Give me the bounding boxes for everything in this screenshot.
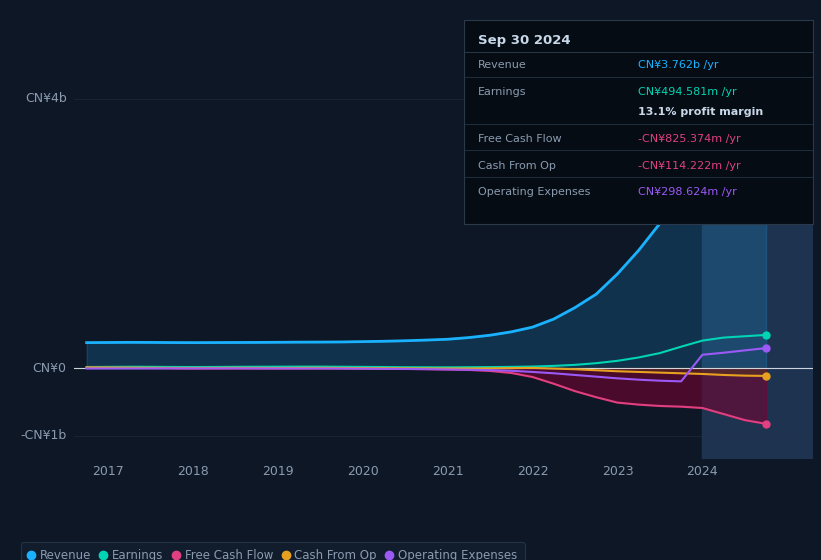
Text: -CN¥825.374m /yr: -CN¥825.374m /yr [639,134,741,144]
Text: CN¥3.762b /yr: CN¥3.762b /yr [639,60,719,71]
Text: -CN¥114.222m /yr: -CN¥114.222m /yr [639,161,741,171]
Text: Free Cash Flow: Free Cash Flow [478,134,562,144]
Text: Cash From Op: Cash From Op [478,161,556,171]
Bar [703,45,813,459]
Legend: Revenue, Earnings, Free Cash Flow, Cash From Op, Operating Expenses: Revenue, Earnings, Free Cash Flow, Cash … [21,542,525,560]
Text: Operating Expenses: Operating Expenses [478,187,590,197]
Text: CN¥0: CN¥0 [33,362,67,375]
Text: Earnings: Earnings [478,87,526,97]
Text: Revenue: Revenue [478,60,526,71]
Text: CN¥298.624m /yr: CN¥298.624m /yr [639,187,737,197]
Text: CN¥494.581m /yr: CN¥494.581m /yr [639,87,737,97]
Text: Sep 30 2024: Sep 30 2024 [478,34,571,47]
Text: 13.1% profit margin: 13.1% profit margin [639,108,764,118]
Text: CN¥4b: CN¥4b [25,92,67,105]
Text: -CN¥1b: -CN¥1b [21,429,67,442]
